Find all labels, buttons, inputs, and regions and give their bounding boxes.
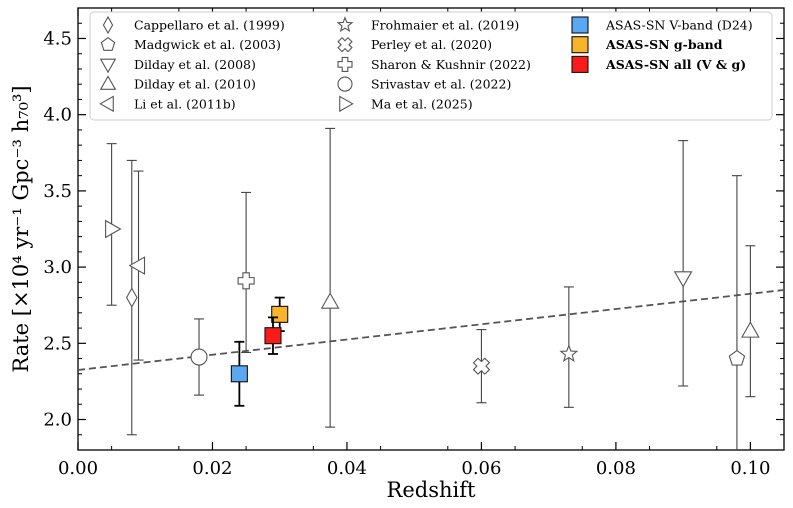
x-tick-label: 0.08 <box>596 458 636 479</box>
legend-label: Perley et al. (2020) <box>371 37 492 52</box>
legend-marker-diamond <box>102 15 114 35</box>
y-tick-label: 4.0 <box>43 105 72 126</box>
marker-pentagon <box>728 349 746 366</box>
legend-label: ASAS-SN V-band (D24) <box>605 18 753 33</box>
legend-marker-square <box>571 55 589 73</box>
legend-entry: Dilday et al. (2008) <box>99 57 256 74</box>
marker-triangle-left <box>128 256 146 275</box>
legend-label: ASAS-SN all (V & g) <box>605 57 746 72</box>
x-tick-label: 0.00 <box>58 458 98 479</box>
legend-marker-star <box>336 16 354 33</box>
legend-entry: Frohmaier et al. (2019) <box>336 16 519 33</box>
legend-marker-triangle-right <box>339 95 354 113</box>
data-point <box>190 318 208 396</box>
legend-label: Dilday et al. (2010) <box>134 77 256 92</box>
data-point <box>230 340 248 407</box>
data-point <box>105 143 122 306</box>
data-point <box>271 296 289 333</box>
legend-label: Frohmaier et al. (2019) <box>371 18 519 33</box>
y-tick-label: 2.0 <box>43 410 72 431</box>
data-point <box>320 127 340 428</box>
data-point <box>559 286 579 408</box>
marker-circle <box>190 348 208 366</box>
marker-triangle-up <box>320 292 340 309</box>
legend-label: ASAS-SN g-band <box>605 37 723 52</box>
legend-marker-x-cross <box>337 36 353 53</box>
legend-marker-triangle-up <box>99 75 117 90</box>
y-tick-label: 3.5 <box>43 181 72 202</box>
marker-square <box>271 305 289 323</box>
legend-entry: Perley et al. (2020) <box>337 36 492 53</box>
data-point <box>264 316 282 355</box>
legend-label: Li et al. (2011b) <box>134 96 236 111</box>
legend-marker-pentagon <box>100 37 116 51</box>
legend: Cappellaro et al. (1999) Madgwick et al. … <box>89 11 773 121</box>
x-tick-label: 0.04 <box>327 458 367 479</box>
data-point <box>237 191 255 354</box>
legend-entry: ASAS-SN V-band (D24) <box>571 16 753 34</box>
legend-label: Dilday et al. (2008) <box>134 57 256 72</box>
legend-entry: Srivastav et al. (2022) <box>337 76 511 92</box>
legend-marker-square <box>571 16 589 34</box>
legend-marker-plus-cross <box>337 56 353 72</box>
legend-marker-circle <box>337 76 353 92</box>
legend-entry: ASAS-SN g-band <box>571 36 723 54</box>
marker-triangle-up <box>741 321 760 338</box>
marker-triangle-right <box>105 219 122 239</box>
marker-diamond <box>125 287 138 308</box>
x-axis-label: Redshift <box>387 478 476 502</box>
marker-square <box>230 365 248 383</box>
legend-entry: Sharon & Kushnir (2022) <box>337 56 531 72</box>
x-tick-label: 0.02 <box>192 458 232 479</box>
x-tick-label: 0.10 <box>730 458 770 479</box>
legend-entry: Li et al. (2011b) <box>99 95 236 113</box>
marker-square <box>264 327 282 345</box>
data-point <box>128 170 146 361</box>
y-axis-label: Rate [×10⁴ yr⁻¹ Gpc⁻³ h₇₀³] <box>9 85 33 372</box>
legend-entry: Cappellaro et al. (1999) <box>102 15 285 35</box>
x-axis: 0.00 0.02 0.04 0.06 0.08 0.10 <box>58 8 785 479</box>
data-point <box>728 175 746 450</box>
legend-label: Madgwick et al. (2003) <box>134 37 281 52</box>
trend-line <box>78 289 784 371</box>
data-point <box>472 329 491 404</box>
legend-marker-square <box>571 36 589 54</box>
legend-label: Cappellaro et al. (1999) <box>134 18 285 33</box>
legend-marker-triangle-down <box>99 58 117 74</box>
data-point <box>125 159 138 436</box>
marker-x-cross <box>472 357 491 375</box>
marker-star <box>559 344 579 363</box>
legend-label: Ma et al. (2025) <box>371 96 473 111</box>
y-tick-label: 2.5 <box>43 333 72 354</box>
y-tick-label: 3.0 <box>43 257 72 278</box>
plot-frame <box>77 7 785 451</box>
legend-entry: Dilday et al. (2010) <box>99 75 256 92</box>
marker-plus-cross <box>237 272 255 290</box>
legend-marker-triangle-left <box>99 95 114 113</box>
y-axis: 2.0 2.5 3.0 3.5 4.0 4.5 <box>43 7 784 436</box>
data-point <box>741 245 760 398</box>
plot-area <box>77 7 785 451</box>
legend-entry: ASAS-SN all (V & g) <box>571 55 746 73</box>
legend-entry: Madgwick et al. (2003) <box>100 37 281 52</box>
legend-label: Sharon & Kushnir (2022) <box>371 57 531 72</box>
x-tick-label: 0.06 <box>461 458 501 479</box>
legend-label: Srivastav et al. (2022) <box>371 77 511 92</box>
marker-triangle-down <box>673 271 693 288</box>
legend-box <box>89 11 773 121</box>
data-point <box>673 140 693 387</box>
y-tick-label: 4.5 <box>43 28 72 49</box>
legend-entry: Ma et al. (2025) <box>339 95 473 113</box>
